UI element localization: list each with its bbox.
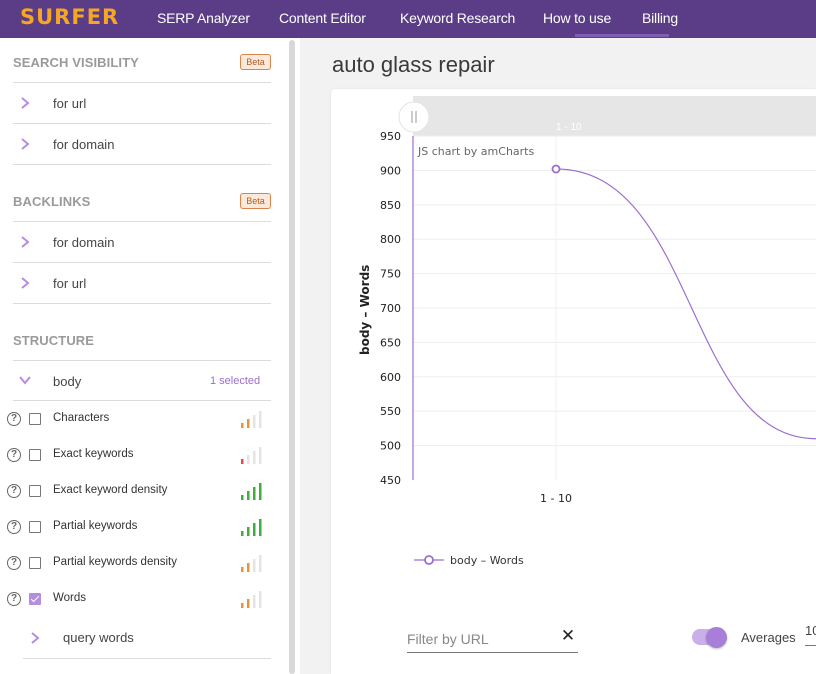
metric-label[interactable]: Words: [53, 592, 87, 604]
divider: [13, 164, 271, 165]
y-tick-label: 750: [380, 268, 401, 281]
chevron-right-icon[interactable]: [20, 276, 30, 290]
signal-strength-icon: [241, 519, 262, 536]
sidebar-item-sv-domain[interactable]: for domain: [53, 137, 115, 152]
y-tick-label: 500: [380, 440, 401, 453]
series-line-body-words: [555, 168, 816, 440]
metric-row[interactable]: ? Partial keywords density: [0, 554, 270, 574]
divider: [13, 303, 271, 304]
metric-checkbox[interactable]: [29, 413, 41, 425]
chevron-right-icon[interactable]: [20, 137, 30, 151]
metric-label[interactable]: Exact keywords: [53, 448, 134, 460]
line-chart: 1 - 10 950 900 850 800 750 700 650 600 550 500 450…: [358, 96, 816, 567]
section-title-backlinks: BACKLINKS: [13, 194, 91, 209]
metric-checkbox[interactable]: [29, 485, 41, 497]
metric-checkbox[interactable]: [29, 449, 41, 461]
nav-active-indicator: [575, 34, 669, 37]
nav-billing[interactable]: Billing: [642, 10, 678, 26]
metric-row[interactable]: ? Exact keyword density: [0, 482, 270, 502]
divider: [13, 400, 271, 401]
nav-serp-analyzer[interactable]: SERP Analyzer: [157, 10, 250, 26]
y-tick-label: 550: [380, 405, 401, 418]
signal-strength-icon: [241, 483, 262, 500]
metric-row[interactable]: ? Exact keywords: [0, 446, 270, 466]
legend-marker[interactable]: [424, 555, 434, 565]
y-tick-label: 450: [380, 474, 401, 487]
sidebar-item-bl-url[interactable]: for url: [53, 276, 87, 291]
scrollbar-label: 1 - 10: [556, 122, 582, 133]
surfer-logo[interactable]: SURFER: [20, 5, 120, 29]
chevron-right-icon[interactable]: [20, 235, 30, 249]
signal-strength-icon: [241, 411, 262, 428]
beta-badge: Beta: [240, 54, 271, 70]
y-tick-label: 900: [380, 164, 401, 177]
metric-checkbox[interactable]: [29, 557, 41, 569]
signal-strength-icon: [241, 591, 262, 608]
help-icon[interactable]: ?: [7, 484, 21, 498]
metric-row[interactable]: ? Words: [0, 590, 270, 610]
y-tick-label: 800: [380, 233, 401, 246]
averages-input[interactable]: 10: [805, 622, 816, 646]
x-tick-label: 1 - 10: [540, 492, 572, 505]
y-axis-title: body – Words: [358, 265, 372, 355]
signal-strength-icon: [241, 555, 262, 572]
help-icon[interactable]: ?: [7, 556, 21, 570]
help-icon[interactable]: ?: [7, 448, 21, 462]
averages-toggle-knob[interactable]: [706, 627, 727, 648]
nav-keyword-research[interactable]: Keyword Research: [400, 10, 516, 26]
divider: [13, 360, 271, 361]
divider: [13, 123, 271, 124]
chevron-right-icon[interactable]: [30, 631, 40, 645]
filter-url-input[interactable]: [407, 625, 578, 653]
divider: [13, 262, 271, 263]
sidebar-item-sv-url[interactable]: for url: [53, 96, 87, 111]
divider: [23, 658, 271, 659]
section-title-structure: STRUCTURE: [13, 333, 95, 348]
metric-label[interactable]: Exact keyword density: [53, 484, 168, 496]
nav-content-editor[interactable]: Content Editor: [279, 10, 366, 26]
metric-label[interactable]: Partial keywords: [53, 520, 138, 532]
chart-card: [331, 89, 816, 674]
sidebar: [0, 38, 290, 674]
data-point[interactable]: [551, 164, 561, 174]
y-tick-label: 600: [380, 371, 401, 384]
metric-checkbox[interactable]: [29, 593, 41, 605]
help-icon[interactable]: ?: [7, 520, 21, 534]
help-icon[interactable]: ?: [7, 592, 21, 606]
selected-count-badge: 1 selected: [210, 375, 261, 387]
y-tick-label: 850: [380, 199, 401, 212]
clear-filter-icon[interactable]: ✕: [560, 626, 576, 645]
sidebar-item-bl-domain[interactable]: for domain: [53, 235, 115, 250]
y-tick-label: 650: [380, 336, 401, 349]
chart-scrollbar[interactable]: [413, 96, 816, 136]
metric-label[interactable]: Characters: [53, 412, 110, 424]
page-title: auto glass repair: [332, 52, 495, 77]
metric-row[interactable]: ? Characters: [0, 410, 270, 430]
sidebar-scrollbar[interactable]: [289, 40, 295, 674]
section-title-search-visibility: SEARCH VISIBILITY: [13, 55, 139, 70]
chevron-right-icon[interactable]: [20, 96, 30, 110]
y-tick-label: 700: [380, 302, 401, 315]
metric-row[interactable]: ? Partial keywords: [0, 518, 270, 538]
divider: [13, 82, 271, 83]
divider: [13, 221, 271, 222]
y-tick-label: 950: [380, 130, 401, 143]
structure-group-body[interactable]: body: [53, 374, 82, 389]
top-nav-bar: SURFER SERP Analyzer Content Editor Keyw…: [0, 0, 816, 38]
scrollbar-grip[interactable]: [398, 101, 430, 133]
metric-label[interactable]: Partial keywords density: [53, 556, 177, 568]
sidebar-item-query-words[interactable]: query words: [63, 630, 134, 645]
signal-strength-icon: [241, 447, 262, 464]
beta-badge: Beta: [240, 193, 271, 209]
chevron-down-icon[interactable]: [18, 374, 32, 388]
chart-credit[interactable]: JS chart by amCharts: [417, 145, 534, 158]
metric-checkbox[interactable]: [29, 521, 41, 533]
nav-how-to-use[interactable]: How to use: [543, 10, 612, 26]
averages-label: Averages: [741, 630, 796, 645]
legend-label[interactable]: body – Words: [450, 554, 524, 567]
help-icon[interactable]: ?: [7, 412, 21, 426]
